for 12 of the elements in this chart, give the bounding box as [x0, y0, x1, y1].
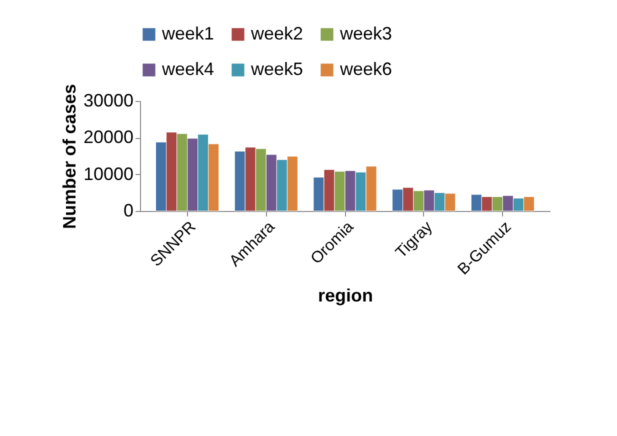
y-tick-label: 0 [123, 200, 134, 220]
legend-label: week6 [339, 59, 392, 79]
legend-label: week4 [161, 59, 214, 79]
y-tick-label: 30000 [83, 90, 134, 110]
legend-label: week5 [250, 59, 304, 79]
y-tick-label: 10000 [83, 164, 134, 184]
x-axis-title: region [318, 286, 374, 306]
legend-label: week1 [161, 23, 214, 44]
legend-label: week2 [250, 23, 304, 44]
legend-label: week3 [339, 23, 392, 44]
y-axis-title: Number of cases [59, 84, 80, 230]
y-tick-label: 20000 [83, 127, 134, 148]
